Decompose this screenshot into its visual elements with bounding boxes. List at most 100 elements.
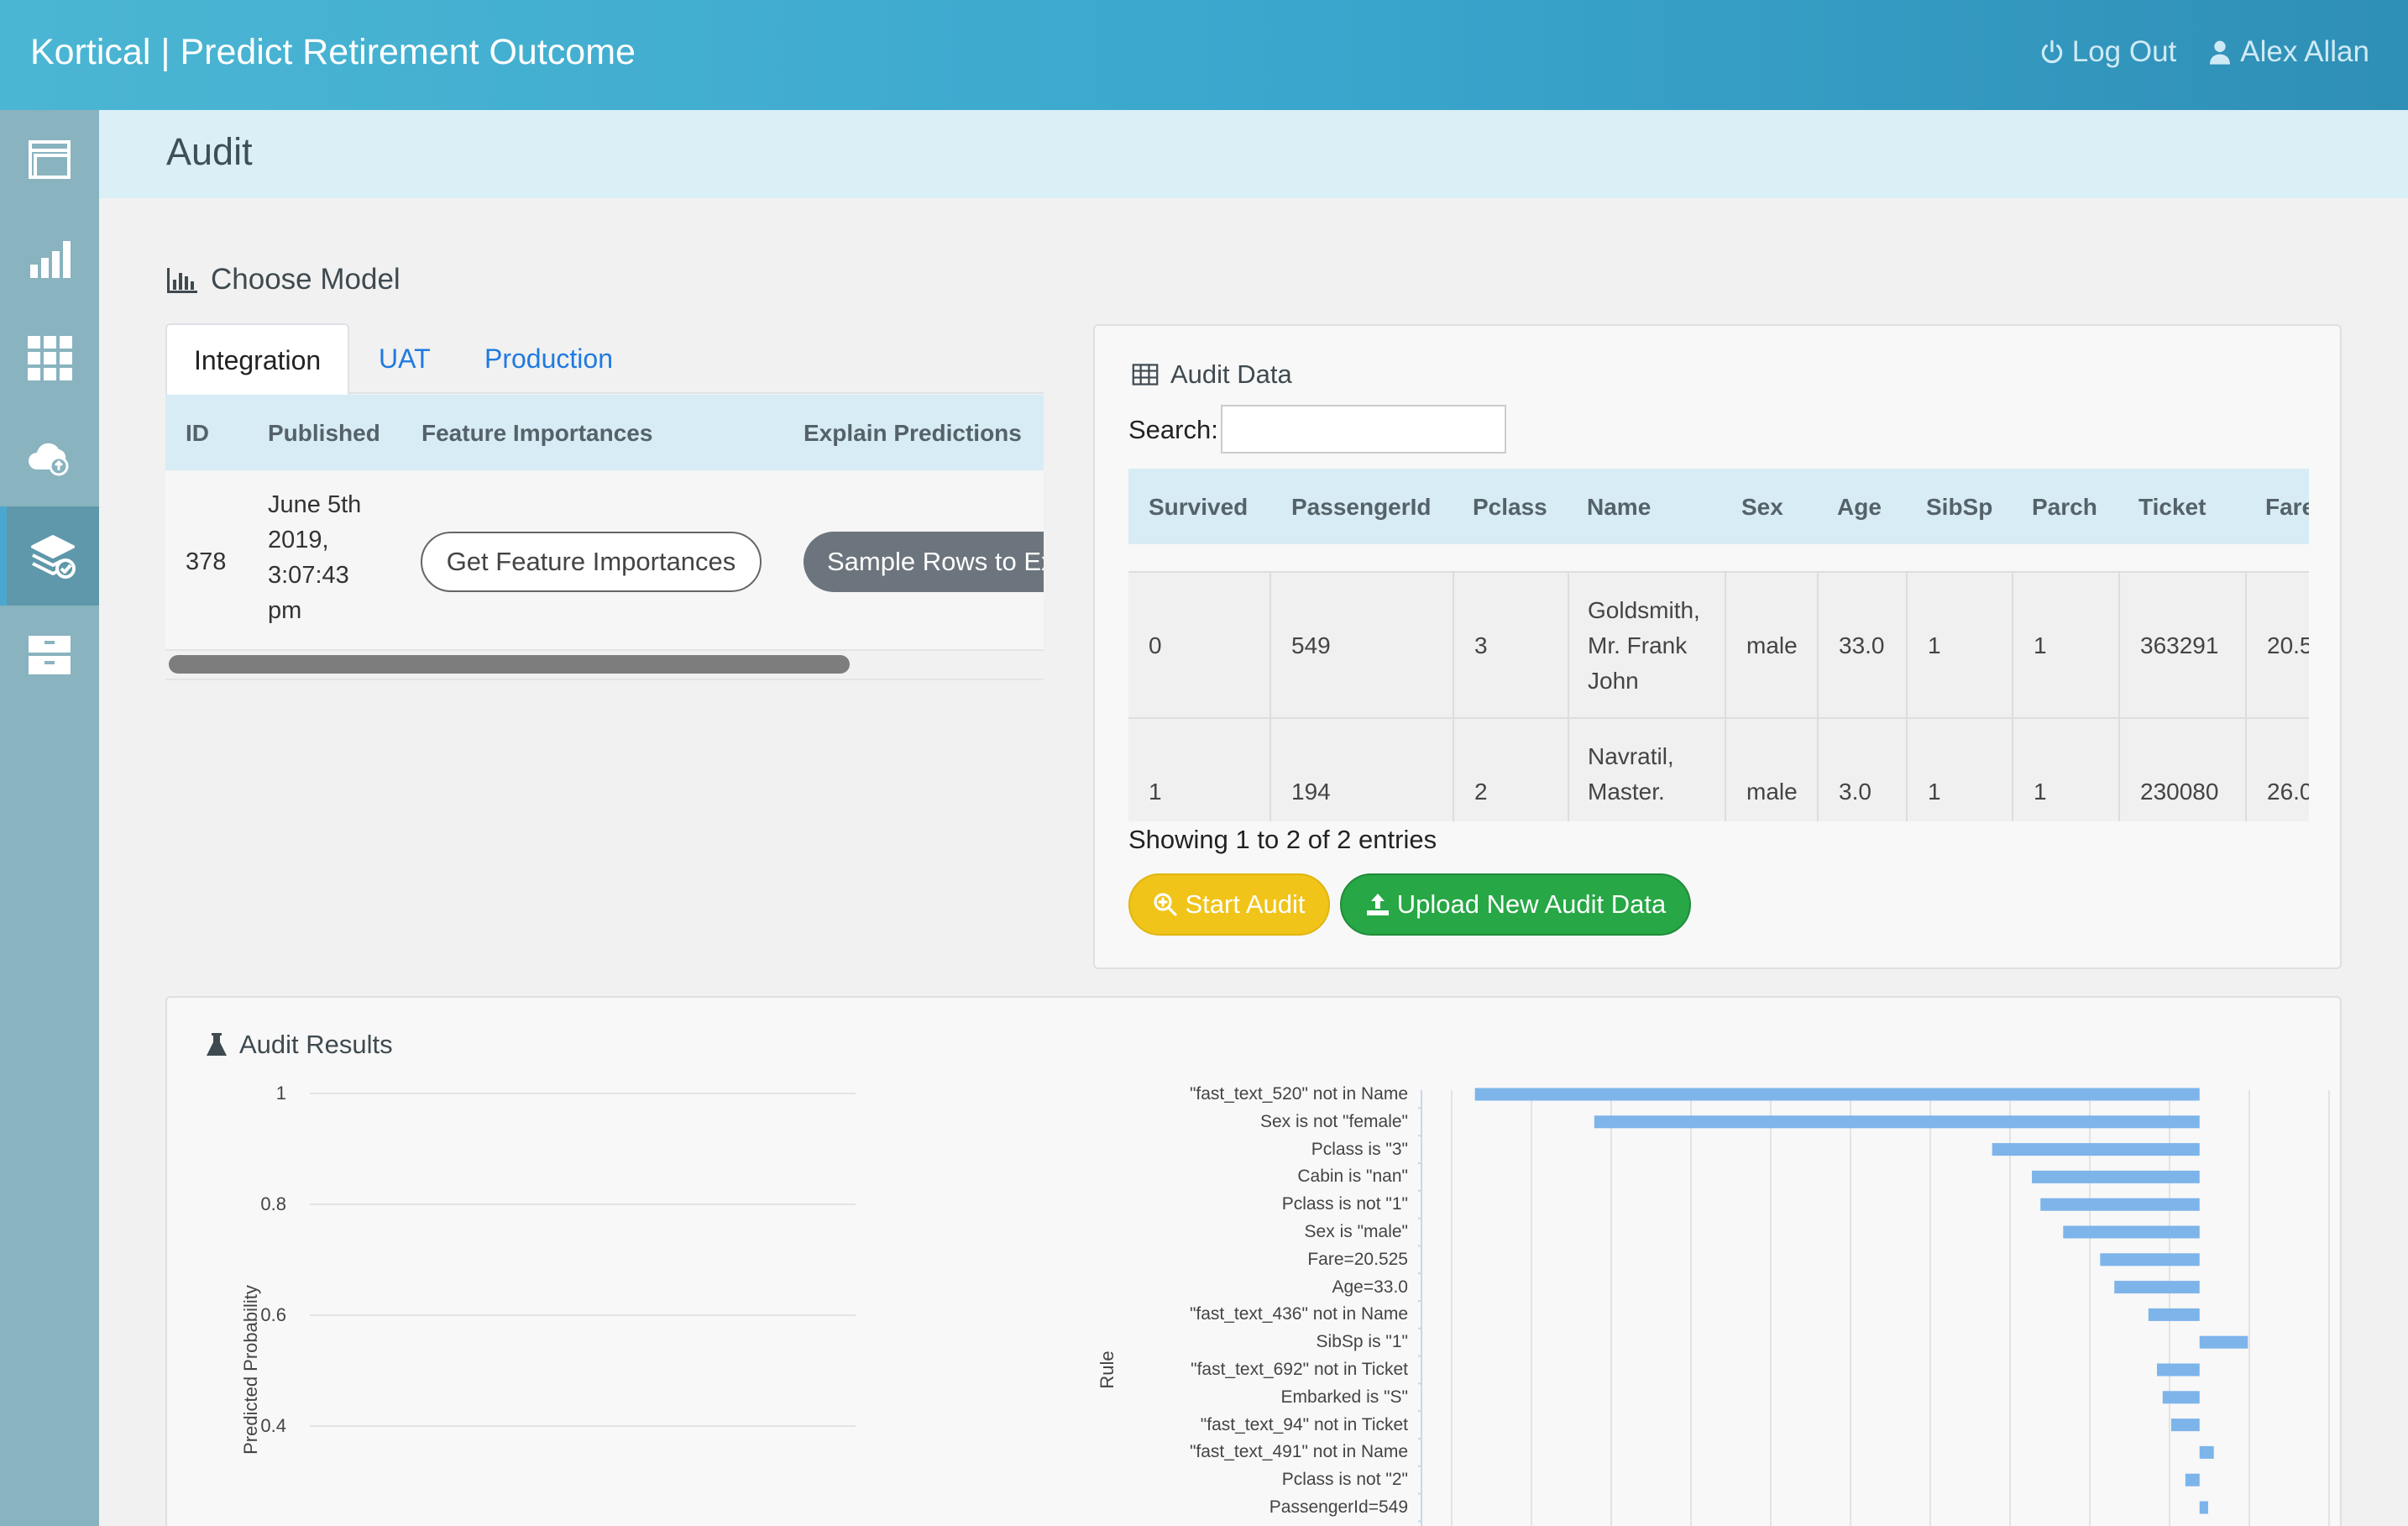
sidebar-item-audit[interactable] xyxy=(0,506,99,606)
column-header-fare[interactable]: Fare xyxy=(2265,494,2309,520)
column-header-sibsp[interactable]: SibSp xyxy=(1926,494,1993,520)
environment-tabs: Integration UAT Production xyxy=(165,323,1044,396)
window-icon xyxy=(29,140,71,179)
audit-results-title: Audit Results xyxy=(239,1030,393,1059)
column-header-feature-importances[interactable]: Feature Importances xyxy=(421,420,653,446)
cell-sex: male xyxy=(1746,779,1798,805)
table-cell: 230080 xyxy=(2120,719,2247,821)
rule-bar[interactable] xyxy=(2185,1473,2200,1487)
sidebar-item-apps[interactable] xyxy=(0,308,99,407)
cell-name: Navratil, Master. xyxy=(1588,739,1674,810)
sidebar-item-deployments[interactable] xyxy=(0,110,99,209)
rule-bar[interactable] xyxy=(1474,1088,2200,1101)
sidebar-item-analytics[interactable] xyxy=(0,209,99,308)
rule-labels: "fast_text_520" not in Name Sex is not "f… xyxy=(755,998,1418,1526)
rule-bar[interactable] xyxy=(2162,1391,2200,1404)
column-header-ticket[interactable]: Ticket xyxy=(2138,494,2206,520)
column-header-sex[interactable]: Sex xyxy=(1741,494,1783,520)
table-row[interactable]: 378 June 5th 2019, 3:07:43 pm Get Featur… xyxy=(165,470,1044,651)
tab-uat[interactable]: UAT xyxy=(379,343,431,374)
name-line: Mr. Frank xyxy=(1588,632,1688,658)
column-header-published[interactable]: Published xyxy=(268,420,380,446)
cell-age: 33.0 xyxy=(1839,632,1885,658)
table-row[interactable]: 0 549 3 Goldsmith, Mr. Frank John male 3… xyxy=(1128,571,2309,717)
scrollbar-thumb[interactable] xyxy=(169,655,850,674)
published-line: June 5th xyxy=(268,491,362,518)
name-line: John xyxy=(1588,668,1639,694)
sample-rows-button[interactable]: Sample Rows to Ex xyxy=(804,532,1044,592)
cell-pclass: 3 xyxy=(1474,632,1488,658)
start-audit-button[interactable]: Start Audit xyxy=(1128,873,1330,936)
rule-label: "fast_text_692" not in Ticket xyxy=(1191,1360,1408,1379)
bar-chart-icon xyxy=(167,268,197,293)
cell-passengerid: 549 xyxy=(1291,632,1331,658)
app-title[interactable]: Kortical | Predict Retirement Outcome xyxy=(30,32,636,72)
table-cell: 3.0 xyxy=(1819,719,1908,821)
rule-label: "fast_text_520" not in Name xyxy=(1189,1084,1408,1104)
rule-importance-chart: Rule "fast_text_520" not in Name Sex is n… xyxy=(755,998,2342,1526)
cell-name: Goldsmith, Mr. Frank John xyxy=(1588,593,1700,699)
column-header-parch[interactable]: Parch xyxy=(2032,494,2097,520)
rule-bar[interactable] xyxy=(1594,1115,2200,1129)
probability-axis-label: Predicted Probability xyxy=(240,1285,261,1455)
table-cell: 1 xyxy=(1908,719,2013,821)
user-name: Alex Allan xyxy=(2240,35,2369,68)
rule-bar[interactable] xyxy=(2032,1170,2200,1183)
rule-bar[interactable] xyxy=(2199,1335,2248,1349)
probability-grid xyxy=(310,1093,856,1427)
horizontal-scrollbar[interactable] xyxy=(165,655,1044,680)
rule-bar[interactable] xyxy=(2157,1363,2200,1377)
column-header-name[interactable]: Name xyxy=(1587,494,1652,520)
tab-production[interactable]: Production xyxy=(484,343,613,374)
audit-table-header: Survived PassengerId Pclass Name Sex Age… xyxy=(1128,469,2309,544)
search-input[interactable] xyxy=(1221,405,1506,454)
table-row[interactable]: 1 194 2 Navratil, Master. male 3.0 1 1 2… xyxy=(1128,717,2309,821)
column-header-survived[interactable]: Survived xyxy=(1149,494,1248,520)
rule-bar[interactable] xyxy=(2114,1281,2200,1294)
logout-link[interactable]: Log Out xyxy=(2039,35,2177,69)
rule-bar[interactable] xyxy=(2148,1308,2200,1321)
logout-label: Log Out xyxy=(2071,35,2177,68)
choose-model-title: Choose Model xyxy=(211,263,400,296)
table-cell: 1 xyxy=(2013,719,2120,821)
upload-audit-data-button[interactable]: Upload New Audit Data xyxy=(1340,873,1691,936)
rule-bar[interactable] xyxy=(2199,1501,2208,1514)
sidebar-item-storage[interactable] xyxy=(0,606,99,705)
cell-ticket: 230080 xyxy=(2140,779,2219,805)
model-table: ID Published Feature Importances Explain… xyxy=(165,395,1044,680)
grid-icon xyxy=(28,336,72,380)
y-tick-label: 1 xyxy=(275,1083,286,1104)
table-cell: 363291 xyxy=(2120,573,2247,717)
rule-label: "fast_text_491" not in Name xyxy=(1189,1442,1408,1462)
top-actions: Log Out Alex Allan xyxy=(2039,35,2369,69)
user-menu[interactable]: Alex Allan xyxy=(2206,35,2369,69)
tab-integration[interactable]: Integration xyxy=(165,323,350,396)
flask-icon xyxy=(207,1033,227,1056)
rule-label: Pclass is not "1" xyxy=(1281,1194,1408,1214)
rule-bar[interactable] xyxy=(2100,1253,2200,1266)
get-feature-importances-button[interactable]: Get Feature Importances xyxy=(421,532,762,592)
rule-label: Pclass is "3" xyxy=(1311,1139,1408,1159)
power-icon xyxy=(2041,39,2062,64)
audit-results-heading: Audit Results xyxy=(206,1030,393,1060)
rule-bar[interactable] xyxy=(2170,1418,2200,1432)
table-cell: 1 xyxy=(2013,573,2120,717)
rule-bar[interactable] xyxy=(2040,1198,2200,1211)
page-header: Audit xyxy=(99,110,2408,198)
sidebar-item-cloud[interactable] xyxy=(0,407,99,506)
column-header-explain-predictions[interactable]: Explain Predictions xyxy=(804,420,1022,446)
upload-label: Upload New Audit Data xyxy=(1396,889,1667,919)
table-cell: 33.0 xyxy=(1819,573,1908,717)
rule-bars xyxy=(1418,1088,2330,1526)
column-header-id[interactable]: ID xyxy=(186,420,209,446)
rule-label: Embarked is "S" xyxy=(1280,1387,1408,1407)
rule-bar[interactable] xyxy=(2199,1445,2214,1459)
rule-bar[interactable] xyxy=(1992,1143,2200,1156)
column-header-pclass[interactable]: Pclass xyxy=(1473,494,1547,520)
rule-label: Cabin is "nan" xyxy=(1297,1167,1408,1187)
search-label: Search: xyxy=(1128,415,1218,444)
column-header-age[interactable]: Age xyxy=(1837,494,1882,520)
cell-passengerid: 194 xyxy=(1291,779,1331,805)
rule-bar[interactable] xyxy=(2063,1225,2200,1239)
column-header-passengerid[interactable]: PassengerId xyxy=(1291,494,1432,520)
